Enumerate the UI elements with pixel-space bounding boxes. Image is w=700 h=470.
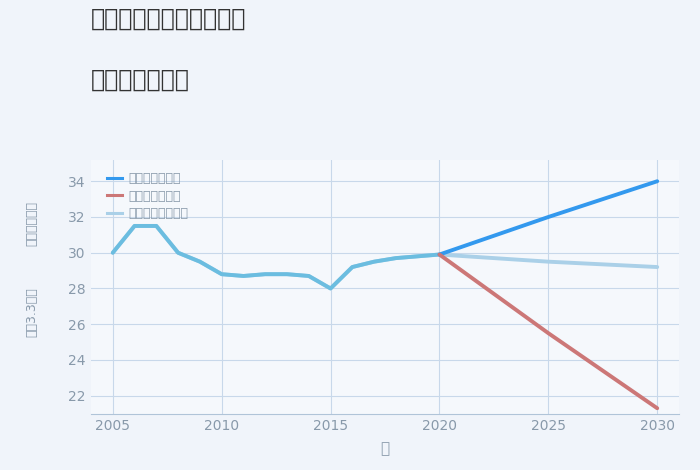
Text: 土地の価格推移: 土地の価格推移: [91, 68, 190, 92]
X-axis label: 年: 年: [380, 441, 390, 456]
Legend: グッドシナリオ, バッドシナリオ, ノーマルシナリオ: グッドシナリオ, バッドシナリオ, ノーマルシナリオ: [103, 169, 192, 224]
Text: 単価（万円）: 単価（万円）: [26, 201, 38, 246]
Text: 愛知県小牧市多気東町の: 愛知県小牧市多気東町の: [91, 7, 246, 31]
Text: 平（3.3㎡）: 平（3.3㎡）: [26, 287, 38, 337]
